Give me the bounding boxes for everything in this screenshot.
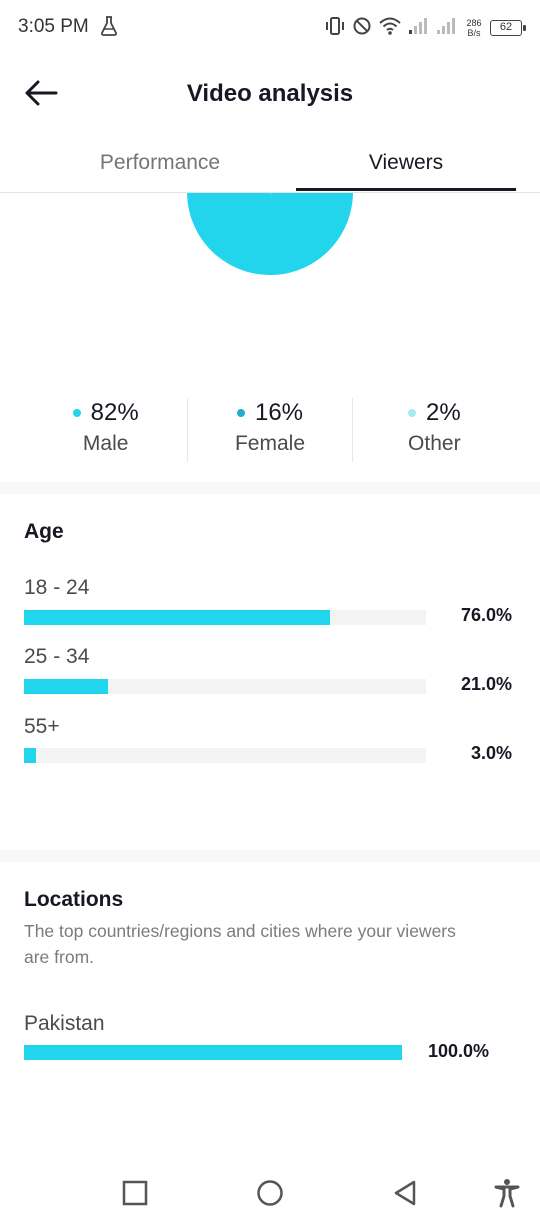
gender-item-male: 82% Male	[24, 398, 187, 462]
tab-bar: Performance Viewers	[0, 134, 540, 193]
pie-slice-male	[185, 193, 355, 277]
age-row-pct: 76.0%	[460, 605, 512, 625]
recents-square-icon	[122, 1180, 148, 1211]
locations-section-title: Locations	[24, 888, 124, 911]
gender-pct: 16%	[254, 399, 304, 426]
age-row-label: 55+	[24, 715, 60, 738]
age-bar-track	[24, 679, 426, 694]
flask-icon	[100, 15, 118, 42]
signal-icon	[436, 16, 458, 41]
back-arrow-icon	[24, 80, 58, 111]
age-section-title: Age	[24, 520, 64, 543]
locations-description: The top countries/regions and cities whe…	[24, 921, 456, 967]
back-triangle-icon	[392, 1179, 418, 1212]
status-bar: 3:05 PM 286 B/s 62	[0, 0, 540, 56]
accessibility-icon	[494, 1178, 520, 1213]
section-divider	[0, 850, 540, 862]
gender-label: Female	[234, 432, 305, 455]
section-divider	[0, 482, 540, 494]
gender-pct: 82%	[90, 399, 139, 426]
age-bar-track	[24, 748, 426, 763]
tab-active-indicator	[296, 188, 516, 191]
gender-legend: 82% Male 16% Female 2% Other	[24, 398, 516, 462]
age-row-label: 18 - 24	[24, 576, 90, 599]
signal-icon	[408, 16, 430, 41]
tab-performance[interactable]: Performance	[99, 151, 221, 174]
male-dot-icon	[72, 409, 81, 417]
status-time: 3:05 PM	[18, 16, 89, 37]
battery-icon: 62	[490, 20, 526, 36]
recents-button[interactable]	[118, 1178, 152, 1212]
gender-label: Male	[82, 432, 129, 455]
net-speed: 286 B/s	[464, 18, 484, 38]
page-title: Video analysis	[186, 80, 354, 107]
location-row-label: Pakistan	[24, 1012, 105, 1035]
age-row-label: 25 - 34	[24, 645, 90, 668]
age-bar-fill	[24, 679, 109, 694]
gender-label: Other	[408, 432, 461, 455]
status-icons: 286 B/s 62	[324, 14, 526, 42]
age-bar-track	[24, 610, 426, 625]
age-bar-fill	[24, 610, 330, 625]
age-bar-fill	[24, 748, 37, 763]
other-dot-icon	[407, 409, 416, 417]
header: Video analysis	[0, 56, 540, 134]
accessibility-button[interactable]	[490, 1178, 524, 1212]
wifi-icon	[378, 16, 402, 41]
gender-pie-chart	[0, 193, 540, 363]
tab-viewers[interactable]: Viewers	[368, 151, 444, 174]
location-bar-fill	[24, 1045, 402, 1060]
age-row-pct: 3.0%	[470, 743, 512, 763]
nav-back-button[interactable]	[388, 1178, 422, 1212]
gender-pct: 2%	[425, 399, 461, 426]
location-bar-track	[24, 1045, 402, 1060]
age-row-pct: 21.0%	[460, 674, 512, 694]
gender-item-female: 16% Female	[187, 398, 351, 462]
vibrate-icon	[324, 16, 346, 41]
gender-pie-svg	[185, 193, 355, 277]
home-circle-icon	[256, 1179, 284, 1212]
gender-item-other: 2% Other	[351, 398, 516, 462]
back-button[interactable]	[20, 74, 62, 116]
system-nav-bar	[0, 1160, 540, 1230]
location-row-pct: 100.0%	[427, 1041, 489, 1061]
battery-level: 62	[499, 21, 513, 33]
net-speed-value: 286	[466, 18, 482, 28]
do-not-disturb-icon	[352, 16, 372, 41]
female-dot-icon	[236, 409, 245, 417]
net-speed-unit: B/s	[467, 28, 481, 38]
home-button[interactable]	[253, 1178, 287, 1212]
